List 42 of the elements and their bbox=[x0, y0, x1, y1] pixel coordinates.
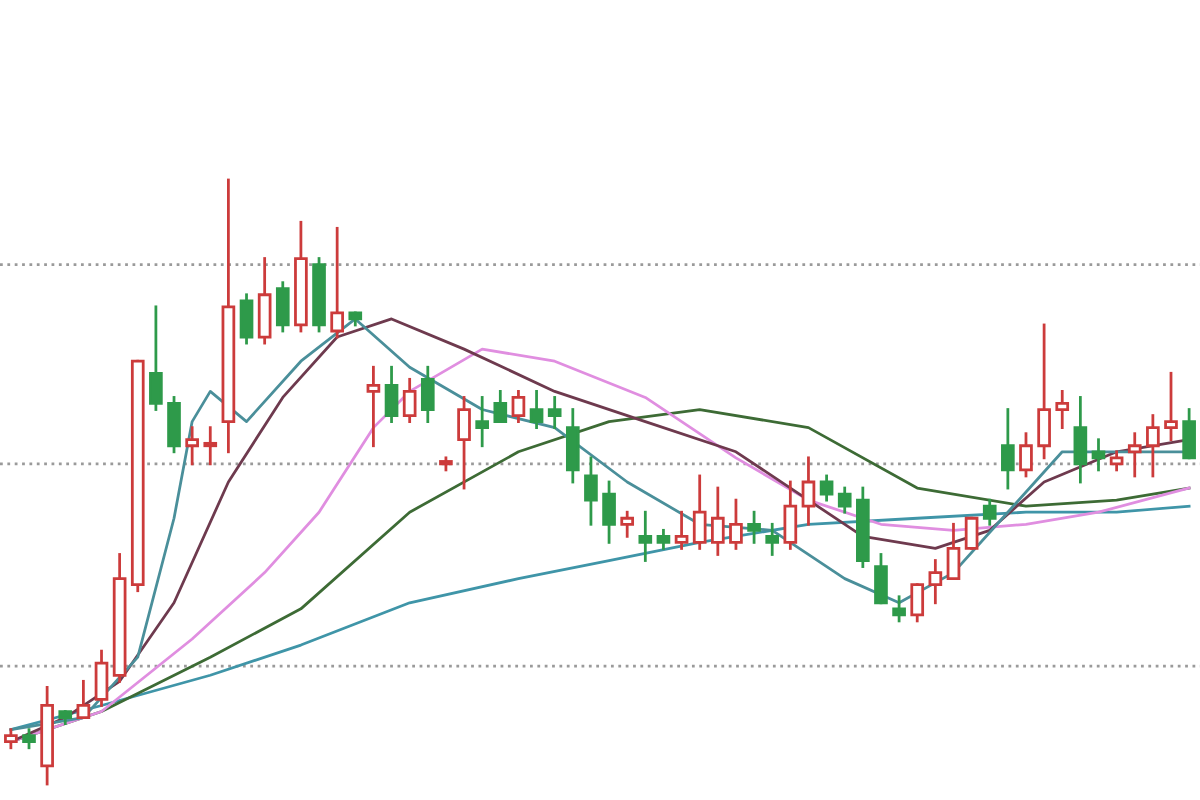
candlestick bbox=[638, 510, 653, 562]
candlestick bbox=[656, 528, 671, 550]
candlestick bbox=[620, 510, 635, 538]
candlestick bbox=[801, 456, 816, 526]
candlestick bbox=[1001, 408, 1015, 490]
candlestick bbox=[819, 474, 834, 502]
candlestick bbox=[1073, 396, 1088, 484]
candlestick bbox=[402, 377, 417, 423]
candlestick bbox=[275, 281, 290, 333]
candlestick bbox=[529, 390, 544, 430]
candlestick bbox=[837, 486, 852, 514]
candlestick bbox=[982, 498, 997, 526]
candlestick bbox=[565, 408, 580, 484]
candlestick bbox=[475, 396, 489, 448]
candlestick bbox=[221, 178, 236, 454]
candlestick bbox=[1146, 414, 1160, 478]
candlestick bbox=[1109, 450, 1124, 472]
candlestick bbox=[511, 390, 526, 423]
candlestick bbox=[112, 553, 127, 683]
candlestick bbox=[239, 293, 254, 345]
candlestick bbox=[692, 474, 707, 550]
candlestick bbox=[674, 510, 689, 550]
candlestick bbox=[94, 649, 109, 707]
candlestick bbox=[40, 685, 54, 786]
candlestick bbox=[384, 365, 399, 423]
candlestick bbox=[711, 486, 725, 556]
candlestick bbox=[203, 426, 218, 466]
candlestick bbox=[420, 365, 435, 423]
candlestick bbox=[366, 365, 381, 448]
candlestick bbox=[584, 456, 598, 526]
candlestick bbox=[1127, 432, 1142, 478]
candlestick bbox=[1055, 390, 1070, 430]
candlestick bbox=[765, 522, 780, 556]
candlestick bbox=[257, 257, 272, 345]
candlestick bbox=[330, 226, 344, 339]
candlestick bbox=[856, 486, 870, 568]
candlestick bbox=[783, 480, 798, 550]
candlestick bbox=[547, 396, 562, 430]
candlestick bbox=[185, 426, 199, 466]
candlestick bbox=[1091, 438, 1106, 472]
candlestick bbox=[928, 559, 943, 605]
candlestick bbox=[4, 728, 18, 750]
